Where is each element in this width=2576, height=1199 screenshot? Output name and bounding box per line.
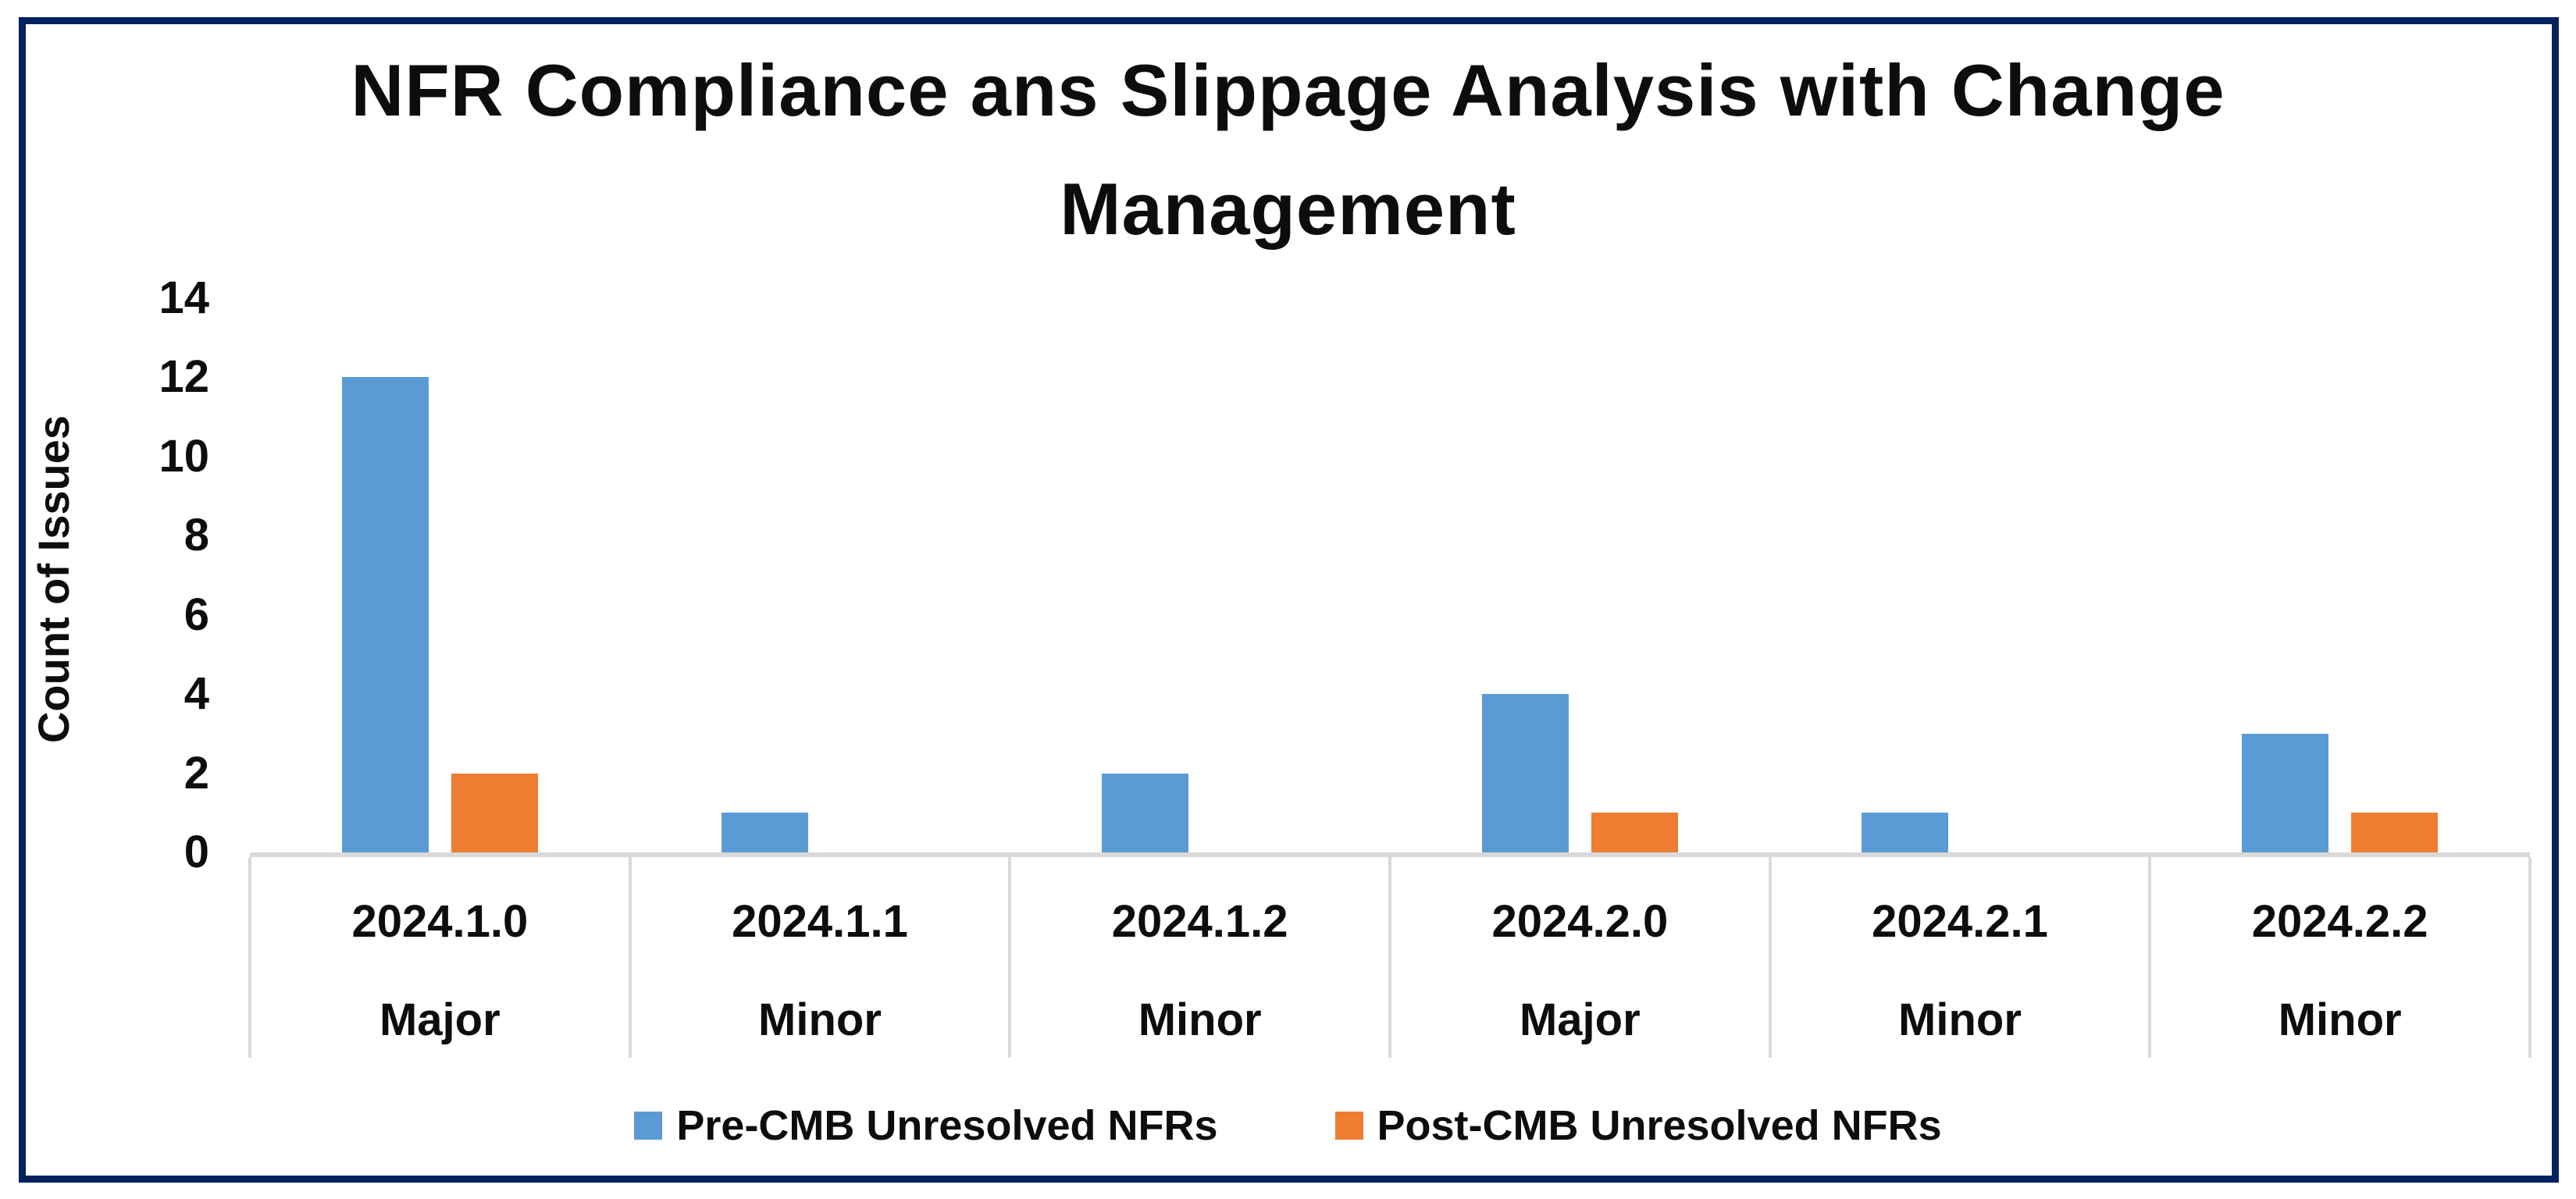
bar-post-cmb-unresolved-nfrs (451, 773, 538, 852)
bar-post-cmb-unresolved-nfrs (2351, 813, 2439, 852)
category-cell (2150, 298, 2530, 852)
plot-area (250, 298, 2530, 857)
category-cell (1770, 298, 2150, 852)
legend-item: Pre-CMB Unresolved NFRs (634, 1102, 1218, 1149)
y-tick-label: 4 (183, 668, 209, 720)
category-version-label: 2024.1.2 (1111, 896, 1288, 947)
chart-title: NFR Compliance ans Slippage Analysis wit… (0, 31, 2576, 269)
category-separator (2148, 857, 2152, 1058)
y-tick-label: 2 (183, 747, 209, 799)
category-separator (1388, 857, 1391, 1058)
category-separator (248, 857, 251, 1058)
category-version-label: 2024.1.1 (732, 896, 908, 947)
category-cell (1010, 298, 1390, 852)
chart-title-line-1: NFR Compliance ans Slippage Analysis wit… (351, 49, 2225, 131)
category-version-label: 2024.1.0 (351, 896, 529, 947)
legend: Pre-CMB Unresolved NFRs Post-CMB Unresolv… (0, 1102, 2576, 1149)
y-tick-label: 14 (159, 272, 209, 323)
y-tick-label: 0 (183, 827, 209, 877)
y-tick-label: 12 (159, 351, 209, 403)
legend-marker-pre-cmb-unresolved-nfrs (634, 1112, 663, 1140)
bar-pre-cmb-unresolved-nfrs (2242, 733, 2329, 852)
category-separator (628, 857, 632, 1058)
category-version-label: 2024.2.2 (2251, 896, 2428, 947)
category-type-label: Minor (1898, 994, 2022, 1045)
y-tick-label: 10 (159, 430, 209, 482)
bar-pre-cmb-unresolved-nfrs (1102, 773, 1189, 852)
category-cell (250, 298, 630, 852)
category-separator (1008, 857, 1012, 1058)
legend-item: Post-CMB Unresolved NFRs (1334, 1102, 1942, 1149)
legend-label: Post-CMB Unresolved NFRs (1377, 1102, 1942, 1149)
category-type-label: Major (1519, 994, 1641, 1045)
bar-pre-cmb-unresolved-nfrs (721, 813, 809, 852)
legend-label: Pre-CMB Unresolved NFRs (676, 1102, 1218, 1149)
category-version-label: 2024.2.0 (1491, 896, 1669, 947)
category-type-label: Major (379, 994, 501, 1045)
category-type-label: Minor (1138, 994, 1262, 1045)
category-type-label: Minor (2278, 994, 2402, 1045)
bar-pre-cmb-unresolved-nfrs (1862, 813, 1949, 852)
bar-post-cmb-unresolved-nfrs (1591, 813, 1678, 852)
category-version-label: 2024.2.1 (1872, 896, 2048, 947)
category-separator (1768, 857, 1772, 1058)
chart-title-line-2: Management (1060, 168, 1516, 250)
category-cell (630, 298, 1010, 852)
bar-pre-cmb-unresolved-nfrs (1481, 694, 1569, 852)
y-tick-label: 8 (183, 510, 209, 561)
legend-marker-post-cmb-unresolved-nfrs (1334, 1112, 1363, 1140)
y-tick-label: 6 (183, 589, 209, 640)
bar-pre-cmb-unresolved-nfrs (341, 377, 429, 852)
category-separator (2528, 857, 2531, 1058)
category-cell (1390, 298, 1770, 852)
category-type-label: Minor (758, 994, 882, 1045)
